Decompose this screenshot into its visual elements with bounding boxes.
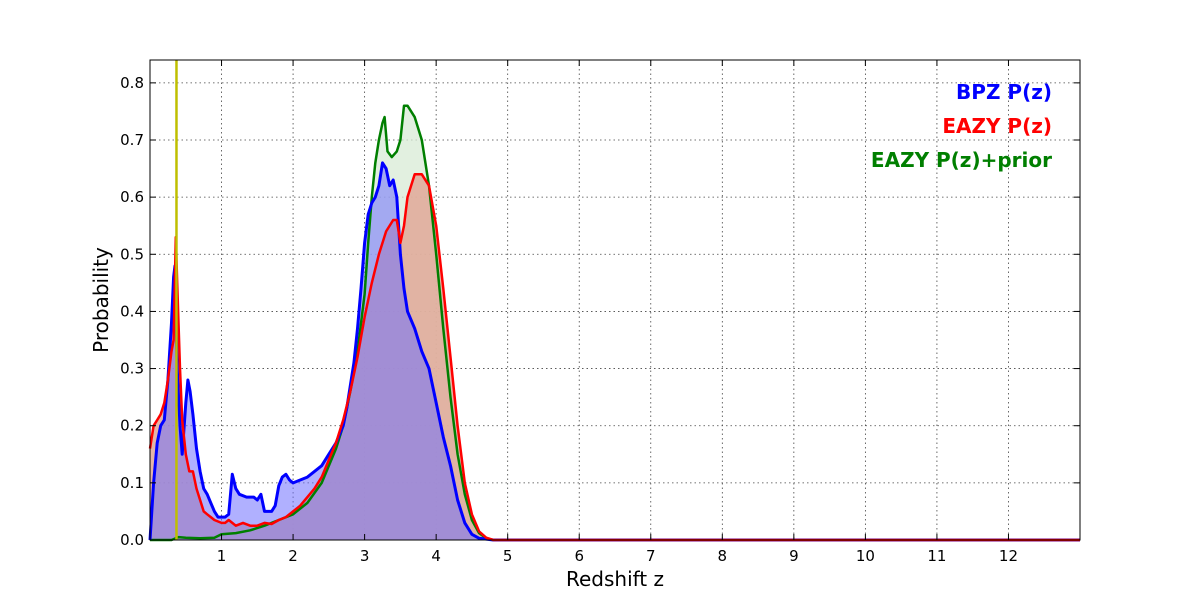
y-tick-label: 0.5 — [120, 245, 144, 263]
x-tick-label: 8 — [718, 547, 728, 565]
x-tick-label: 1 — [217, 547, 227, 565]
x-tick-label: 12 — [999, 547, 1018, 565]
y-tick-label: 0.2 — [120, 417, 144, 435]
x-tick-label: 9 — [789, 547, 799, 565]
y-tick-label: 0.8 — [120, 74, 144, 92]
y-tick-label: 0.3 — [120, 360, 144, 378]
x-tick-label: 6 — [574, 547, 584, 565]
y-tick-label: 0.1 — [120, 474, 144, 492]
series-line-1 — [148, 173, 1080, 542]
y-axis-label: Probability — [89, 247, 113, 353]
x-tick-label: 11 — [927, 547, 946, 565]
y-tick-label: 0.7 — [120, 131, 144, 149]
series-fills — [150, 105, 1080, 541]
y-tick-label: 0.6 — [120, 188, 144, 206]
x-tick-label: 4 — [431, 547, 441, 565]
axis-ticks: 1 2 3 4 5 6 7 8 9 10 11 120.00.10.20.30.40.50.60.70… — [120, 60, 1080, 565]
x-tick-label: 7 — [646, 547, 656, 565]
grid-lines — [150, 60, 1080, 540]
x-tick-label: 10 — [856, 547, 875, 565]
x-tick-label: 5 — [503, 547, 513, 565]
x-tick-label: 3 — [360, 547, 370, 565]
plot-frame — [149, 59, 1081, 541]
legend: BPZ P(z) EAZY P(z) EAZY P(z)+prior — [871, 80, 1052, 172]
legend-entry: EAZY P(z) — [942, 114, 1052, 138]
y-tick-label: 0.0 — [120, 531, 144, 549]
y-tick-label: 0.4 — [120, 302, 144, 320]
series-lines — [148, 104, 1080, 542]
series-line-0 — [148, 161, 1080, 542]
series-line-2 — [150, 104, 1080, 542]
legend-entry: EAZY P(z)+prior — [871, 148, 1052, 172]
legend-entry: BPZ P(z) — [956, 80, 1052, 104]
x-tick-label: 2 — [288, 547, 298, 565]
x-axis-label: Redshift z — [566, 567, 664, 591]
series-fill-0 — [150, 162, 1080, 540]
